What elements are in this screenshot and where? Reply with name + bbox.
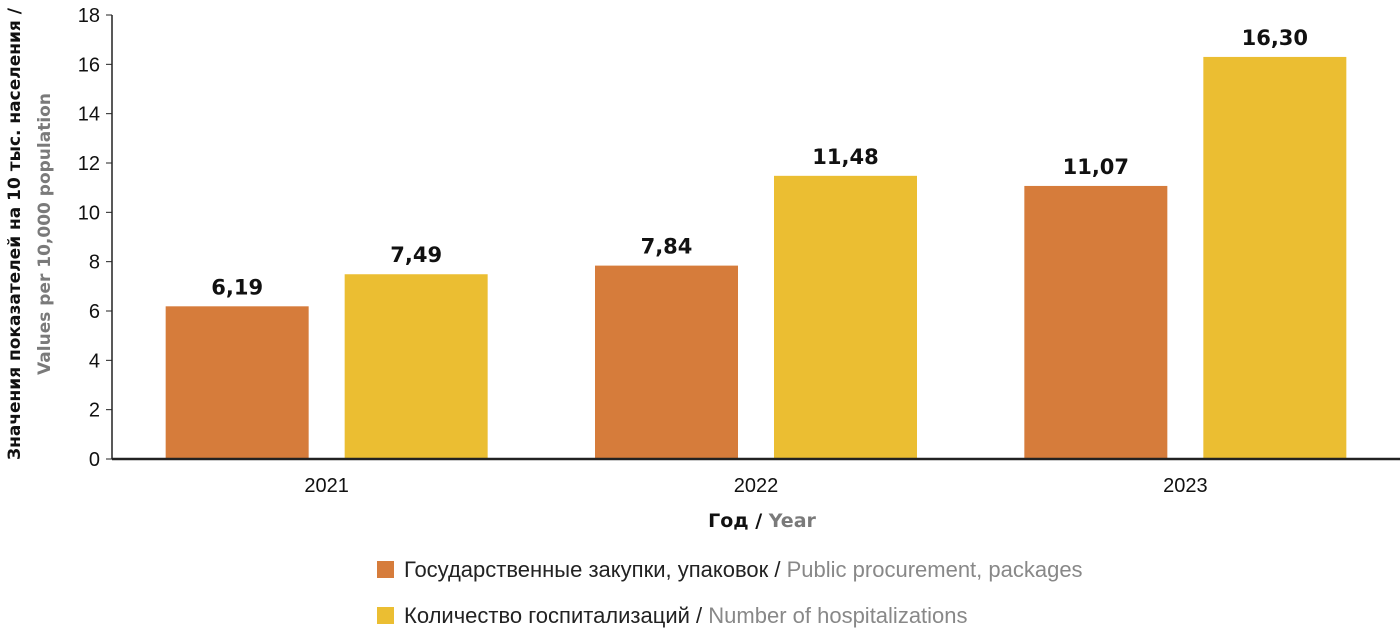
value-label-hospitalizations-2023: 16,30	[1242, 26, 1308, 50]
value-labels: 6,19 7,49 7,84 11,48 11,07 16,30	[211, 26, 1308, 299]
x-axis-ticks: 2021 2022 2023	[304, 475, 1207, 497]
y-tick-label: 14	[78, 104, 100, 126]
legend-swatch-hospitalizations	[377, 607, 394, 624]
y-tick-label: 12	[78, 153, 100, 175]
bar-hospitalizations-2021	[344, 274, 488, 459]
legend-swatch-procurement	[377, 561, 394, 578]
x-tick-label-2022: 2022	[734, 475, 779, 497]
value-label-hospitalizations-2021: 7,49	[390, 243, 442, 267]
svg-text:Количество госпитализаций / Nu: Количество госпитализаций / Number of ho…	[404, 603, 968, 628]
bar-procurement-2023	[1024, 185, 1168, 459]
bar-procurement-2022	[595, 265, 738, 459]
legend-separator-procurement: /	[768, 557, 786, 582]
y-tick-label: 8	[89, 252, 100, 274]
legend: Государственные закупки, упаковок / Publ…	[377, 557, 1083, 628]
x-axis-title-ru: Год	[708, 510, 749, 532]
y-tick-label: 6	[89, 301, 100, 323]
y-tick-label: 10	[78, 202, 100, 224]
legend-label-hospitalizations-ru: Количество госпитализаций	[404, 603, 690, 628]
y-tick-label: 16	[78, 54, 100, 76]
value-label-procurement-2021: 6,19	[211, 275, 263, 299]
y-axis-title: Значения показателей на 10 тыс. населени…	[5, 7, 55, 460]
x-tick-label-2021: 2021	[304, 475, 349, 497]
y-tick-label: 4	[89, 350, 100, 372]
bar-procurement-2021	[165, 306, 309, 459]
x-axis-title: Год / Year	[708, 510, 816, 532]
y-axis-title-ru: Значения показателей на 10 тыс. населени…	[5, 7, 25, 460]
value-label-procurement-2022: 7,84	[641, 235, 693, 259]
x-tick-label-2023: 2023	[1163, 475, 1208, 497]
y-tick-label: 18	[78, 5, 100, 27]
svg-text:Государственные закупки, упако: Государственные закупки, упаковок / Publ…	[404, 557, 1083, 582]
y-axis-title-en: Values per 10,000 population	[35, 93, 55, 375]
value-label-procurement-2023: 11,07	[1063, 155, 1129, 179]
legend-item-procurement: Государственные закупки, упаковок / Publ…	[377, 557, 1083, 582]
bar-hospitalizations-2022	[774, 175, 917, 459]
y-axis-ticks: 0 2 4 6 8 10 12 14 16 18	[78, 5, 112, 471]
legend-label-procurement-en: Public procurement, packages	[787, 557, 1083, 582]
legend-item-hospitalizations: Количество госпитализаций / Number of ho…	[377, 603, 968, 628]
bars	[165, 56, 1347, 459]
value-label-hospitalizations-2022: 11,48	[812, 145, 878, 169]
x-axis-title-separator: /	[749, 510, 769, 532]
bar-hospitalizations-2023	[1203, 56, 1347, 459]
x-axis-title-en: Year	[768, 510, 817, 532]
legend-label-procurement-ru: Государственные закупки, упаковок	[404, 557, 769, 582]
y-tick-label: 2	[89, 400, 100, 422]
legend-label-hospitalizations-en: Number of hospitalizations	[708, 603, 967, 628]
legend-separator-hospitalizations: /	[690, 603, 708, 628]
y-tick-label: 0	[89, 449, 100, 471]
